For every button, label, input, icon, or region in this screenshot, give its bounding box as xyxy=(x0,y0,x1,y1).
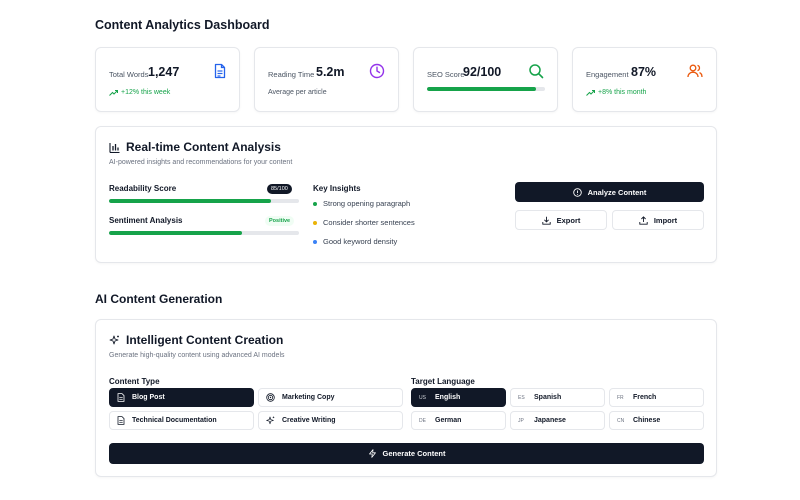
generate-content-button[interactable]: Generate Content xyxy=(109,443,704,464)
language-code: CN xyxy=(617,417,625,424)
insight-item: Strong opening paragraph xyxy=(313,199,410,208)
readability-bar-fill xyxy=(109,199,271,203)
option-label: German xyxy=(435,417,462,424)
language-code: DE xyxy=(419,417,426,424)
upload-icon xyxy=(639,215,648,225)
readability-label: Readability Score xyxy=(109,184,177,193)
stat-card-seo-score: SEO Score 92/100 xyxy=(413,47,558,112)
sentiment-label: Sentiment Analysis xyxy=(109,216,183,225)
option-label: Marketing Copy xyxy=(282,394,335,401)
stat-trend: +8% this month xyxy=(586,89,646,96)
document-icon xyxy=(117,416,125,425)
stat-value: 1,247 xyxy=(148,65,180,79)
insight-text: Good keyword density xyxy=(323,237,398,246)
language-code: JP xyxy=(518,417,524,424)
stat-sub: Average per article xyxy=(268,89,327,96)
stat-label: Reading Time xyxy=(268,70,315,79)
insight-dot xyxy=(313,239,317,244)
sentiment-bar-fill xyxy=(109,231,242,235)
insight-text: Consider shorter sentences xyxy=(323,218,415,227)
analyze-content-label: Analyze Content xyxy=(587,187,647,197)
search-icon xyxy=(529,64,544,79)
content-type-technical-documentation[interactable]: Technical Documentation xyxy=(109,411,254,430)
language-french[interactable]: FR French xyxy=(609,388,704,407)
page-title: Content Analytics Dashboard xyxy=(95,18,270,32)
content-type-blog-post[interactable]: Blog Post xyxy=(109,388,254,407)
users-icon xyxy=(687,64,703,78)
language-code: ES xyxy=(518,394,525,401)
creation-title: Intelligent Content Creation xyxy=(109,333,283,347)
readability-bar xyxy=(109,199,299,203)
document-icon xyxy=(214,63,226,79)
option-label: English xyxy=(435,394,461,401)
insight-dot xyxy=(313,201,317,206)
language-german[interactable]: DE German xyxy=(411,411,506,430)
stat-label: SEO Score xyxy=(427,70,465,79)
stat-trend-text: +8% this month xyxy=(598,89,647,96)
stat-label: Total Words xyxy=(109,70,149,79)
target-icon xyxy=(266,393,275,402)
insight-dot xyxy=(313,220,317,225)
sentiment-bar xyxy=(109,231,299,235)
language-chinese[interactable]: CN Chinese xyxy=(609,411,704,430)
option-label: Technical Documentation xyxy=(132,417,217,424)
stat-trend-text: +12% this week xyxy=(121,89,171,96)
stat-trend: +12% this week xyxy=(109,89,170,96)
analysis-title: Real-time Content Analysis xyxy=(109,140,281,154)
analysis-title-text: Real-time Content Analysis xyxy=(126,140,281,154)
option-label: Blog Post xyxy=(132,394,165,401)
language-japanese[interactable]: JP Japanese xyxy=(510,411,605,430)
content-type-marketing-copy[interactable]: Marketing Copy xyxy=(258,388,403,407)
seo-progress-fill xyxy=(427,87,536,91)
document-icon xyxy=(117,393,125,402)
section-title-ai-generation: AI Content Generation xyxy=(95,292,223,306)
sentiment-badge: Positive xyxy=(265,216,295,226)
seo-progress-bar xyxy=(427,87,545,91)
import-button[interactable]: Import xyxy=(612,210,704,230)
stat-label: Engagement xyxy=(586,70,629,79)
analysis-subtitle: AI-powered insights and recommendations … xyxy=(109,159,293,166)
download-icon xyxy=(541,216,551,225)
bar-chart-icon xyxy=(109,142,120,153)
zap-icon xyxy=(368,449,376,458)
stat-value: 92/100 xyxy=(463,65,502,79)
sparkles-icon xyxy=(109,335,119,344)
option-label: Spanish xyxy=(534,394,562,401)
stat-value: 87% xyxy=(631,65,657,79)
insights-title: Key Insights xyxy=(313,184,361,193)
content-type-creative-writing[interactable]: Creative Writing xyxy=(258,411,403,430)
creation-title-text: Intelligent Content Creation xyxy=(126,333,284,347)
insight-item: Consider shorter sentences xyxy=(313,218,415,227)
generate-content-label: Generate Content xyxy=(382,449,446,458)
sparkles-icon xyxy=(266,416,275,425)
option-label: Chinese xyxy=(633,417,661,424)
option-label: Japanese xyxy=(534,417,566,424)
language-english[interactable]: US English xyxy=(411,388,506,407)
readability-badge: 85/100 xyxy=(267,184,292,194)
language-code: US xyxy=(419,394,426,401)
language-code: FR xyxy=(617,394,624,401)
content-creation-card: Intelligent Content Creation Generate hi… xyxy=(95,319,717,477)
alert-circle-icon xyxy=(572,187,582,197)
content-analysis-card: Real-time Content Analysis AI-powered in… xyxy=(95,126,717,263)
content-type-label: Content Type xyxy=(109,377,160,386)
option-label: French xyxy=(633,394,657,401)
insight-text: Strong opening paragraph xyxy=(323,199,411,208)
analyze-content-button[interactable]: Analyze Content xyxy=(515,182,704,202)
target-language-label: Target Language xyxy=(411,377,475,386)
insight-item: Good keyword density xyxy=(313,237,397,246)
language-spanish[interactable]: ES Spanish xyxy=(510,388,605,407)
clock-icon xyxy=(369,63,385,79)
trending-up-icon xyxy=(586,89,595,96)
import-label: Import xyxy=(653,215,678,225)
export-button[interactable]: Export xyxy=(515,210,607,230)
option-label: Creative Writing xyxy=(282,417,336,424)
creation-subtitle: Generate high-quality content using adva… xyxy=(109,352,285,359)
export-label: Export xyxy=(556,215,581,225)
stat-card-reading-time: Reading Time 5.2m Average per article xyxy=(254,47,399,112)
stat-card-engagement: Engagement 87% +8% this month xyxy=(572,47,717,112)
trending-up-icon xyxy=(109,89,118,96)
stat-card-total-words: Total Words 1,247 +12% this week xyxy=(95,47,240,112)
stat-value: 5.2m xyxy=(316,65,345,79)
